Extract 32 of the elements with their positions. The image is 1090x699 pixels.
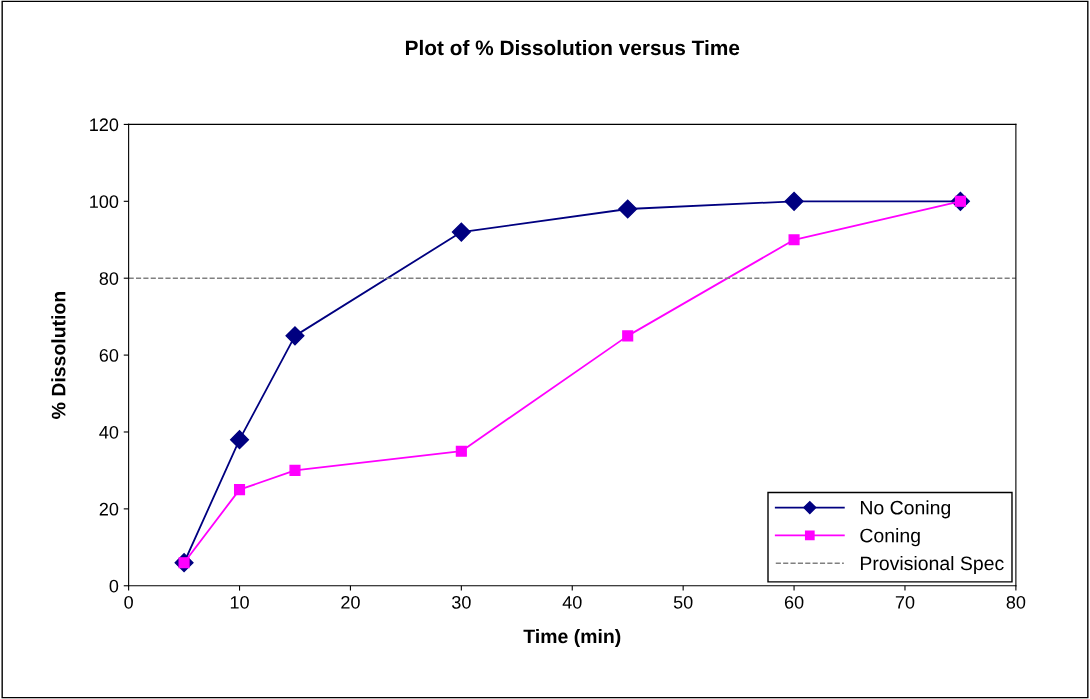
point [618, 199, 638, 219]
x-tick-label: 40 [562, 595, 582, 609]
y-tick-label: 40 [99, 425, 119, 439]
point [788, 234, 800, 246]
point [289, 464, 301, 476]
x-tick-label: 10 [230, 595, 249, 609]
x-tick-label: 0 [124, 595, 133, 609]
point [451, 222, 471, 242]
x-tick-label: 20 [341, 595, 360, 609]
x-tick-label: 70 [895, 595, 915, 609]
y-axis-title: % Dissolution [51, 292, 66, 419]
y-tick-label: 100 [90, 195, 119, 209]
y-tick-label: 60 [99, 349, 119, 362]
point [229, 430, 250, 450]
point [455, 445, 467, 457]
point [784, 191, 804, 211]
y-tick-label: 80 [99, 272, 119, 285]
point [622, 330, 634, 342]
y-tick-label: 0 [109, 579, 119, 593]
x-tick-label: 80 [1006, 595, 1026, 609]
x-tick-label: 30 [451, 595, 471, 609]
legend-label: Coning [860, 528, 920, 547]
y-tick-label: 120 [90, 118, 119, 132]
x-axis-title: Time (min) [523, 628, 621, 648]
legend-label: Provisional Spec [860, 555, 1004, 575]
legend-label: No Coning [860, 500, 951, 519]
y-tick-label: 20 [99, 502, 119, 516]
point [233, 484, 246, 496]
point [285, 326, 305, 346]
x-tick-label: 60 [784, 595, 804, 609]
chart-title: Plot of % Dissolution versus Time [405, 39, 740, 56]
x-tick-label: 50 [673, 595, 693, 609]
